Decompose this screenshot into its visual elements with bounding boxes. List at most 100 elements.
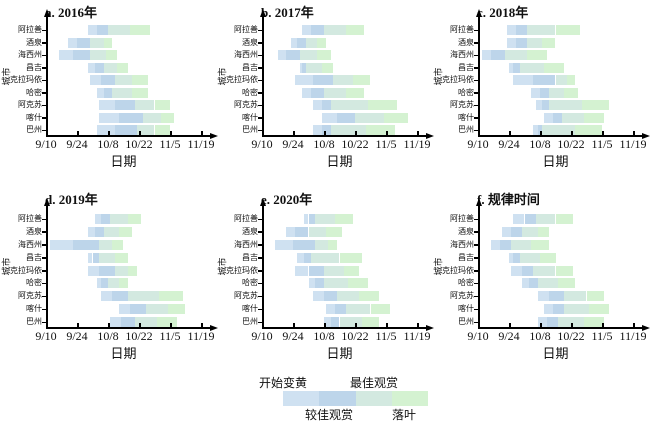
x-tick-label: 9/24 <box>498 137 520 151</box>
bar-segment-better-viewing <box>101 75 115 85</box>
x-tick <box>602 131 604 135</box>
bar-segment-start-yellow <box>50 239 73 250</box>
legend-swatch-best-viewing <box>355 391 392 406</box>
bar-segment-start-yellow <box>110 317 122 327</box>
bar-segment-leaf-fall <box>555 214 574 224</box>
bar-segment-better-viewing <box>528 278 538 289</box>
x-axis-line <box>262 135 427 137</box>
bar-segment-start-yellow <box>537 317 547 327</box>
bar-segment-leaf-fall <box>564 87 578 98</box>
bar-segment-best-viewing <box>564 304 589 315</box>
bar-segment-best-viewing <box>557 317 585 327</box>
bar-segment-better-viewing <box>533 75 556 85</box>
bar-segment-better-viewing <box>130 304 146 315</box>
bar-segment-leaf-fall <box>352 75 371 85</box>
y-category-label: 巴州 <box>242 317 258 326</box>
bar-segment-best-viewing <box>90 37 104 48</box>
bar-segment-leaf-fall <box>555 25 580 35</box>
bar-segment-best-viewing <box>324 87 347 98</box>
bar-segment-start-yellow <box>101 291 113 302</box>
y-axis-arrow <box>259 198 266 206</box>
y-category-label: 阿克苏 <box>18 291 42 301</box>
y-tick <box>474 295 478 298</box>
bar-segment-leaf-fall <box>348 278 369 289</box>
panel-title: b. 2017年 <box>261 5 314 20</box>
bar-segment-better-viewing <box>542 100 549 110</box>
x-tick <box>540 323 542 327</box>
bar-segment-better-viewing <box>293 239 316 250</box>
bar-segment-start-yellow <box>301 87 311 98</box>
bar-segment-start-yellow <box>531 87 540 98</box>
y-axis-line <box>478 205 480 328</box>
x-tick <box>478 131 480 135</box>
y-tick <box>42 54 46 56</box>
y-tick <box>474 67 478 69</box>
bar-segment-leaf-fall <box>103 37 113 48</box>
bar-segment-start-yellow <box>506 25 516 35</box>
x-tick-label: 11/5 <box>375 329 397 343</box>
y-tick <box>258 42 262 44</box>
bar-segment-best-viewing <box>134 317 157 327</box>
bar-segment-start-yellow <box>299 62 302 73</box>
bar-segment-better-viewing <box>321 100 331 110</box>
x-axis-line <box>46 327 211 329</box>
bar-segment-best-viewing <box>332 75 353 85</box>
bar-segment-best-viewing <box>526 37 543 48</box>
y-category-label: 阿克苏 <box>450 291 474 301</box>
bar-segment-leaf-fall <box>582 100 609 110</box>
y-tick <box>258 282 262 285</box>
bar-segment-start-yellow <box>304 214 309 224</box>
bar-segment-better-viewing <box>72 239 100 250</box>
x-tick-label: 9/24 <box>498 329 520 343</box>
bar-segment-best-viewing <box>562 112 585 123</box>
x-axis-arrow <box>210 324 218 331</box>
bar-segment-best-viewing <box>90 50 106 60</box>
x-tick-label: 9/24 <box>66 137 88 151</box>
bar-segment-start-yellow <box>96 87 104 98</box>
y-category-label: 哈密 <box>458 278 474 288</box>
y-category-label: 克拉玛依 <box>10 265 42 275</box>
bar-segment-leaf-fall <box>317 50 331 60</box>
bar-segment-better-viewing <box>515 25 527 35</box>
bar-segment-best-viewing <box>564 291 587 302</box>
bar-segment-better-viewing <box>121 317 135 327</box>
bar-segment-better-viewing <box>513 62 521 73</box>
legend-swatch-start-yellow <box>283 391 320 406</box>
y-tick <box>474 79 478 81</box>
y-tick <box>258 92 262 94</box>
bar-segment-leaf-fall <box>132 87 148 98</box>
bar-segment-better-viewing <box>335 304 347 315</box>
bar-segment-start-yellow <box>491 239 501 250</box>
y-category-label: 喀什 <box>26 112 42 122</box>
bar-segment-best-viewing <box>99 239 113 250</box>
bar-segment-leaf-fall <box>343 265 360 276</box>
bar-segment-start-yellow <box>88 62 95 73</box>
bar-segment-best-viewing <box>346 304 371 315</box>
bar-segment-start-yellow <box>321 112 338 123</box>
y-tick <box>474 231 478 233</box>
bar-segment-leaf-fall <box>127 265 137 276</box>
bar-segment-leaf-fall <box>346 87 364 98</box>
y-tick <box>474 104 478 106</box>
bar-segment-leaf-fall <box>154 100 170 110</box>
bar-segment-start-yellow <box>533 125 538 135</box>
bar-segment-best-viewing <box>134 100 155 110</box>
x-tick <box>108 323 110 327</box>
bar-segment-start-yellow <box>308 278 316 289</box>
bar-segment-best-viewing <box>103 226 120 237</box>
y-tick <box>42 29 46 31</box>
bar-segment-leaf-fall <box>161 112 175 123</box>
x-tick <box>77 323 79 327</box>
x-tick <box>139 323 141 327</box>
bar-segment-leaf-fall <box>555 265 574 276</box>
y-tick <box>42 244 46 246</box>
x-axis-arrow <box>426 132 434 139</box>
y-category-label: 哈密 <box>26 278 42 288</box>
y-axis-title: 城市 <box>217 257 228 276</box>
bar-segment-best-viewing <box>99 252 115 263</box>
bar-segment-better-viewing <box>324 291 338 302</box>
bar-segment-leaf-fall <box>112 239 124 250</box>
y-category-label: 昌吉 <box>242 62 258 72</box>
x-tick-label: 11/19 <box>619 329 647 343</box>
x-tick-label: 10/8 <box>313 329 335 343</box>
